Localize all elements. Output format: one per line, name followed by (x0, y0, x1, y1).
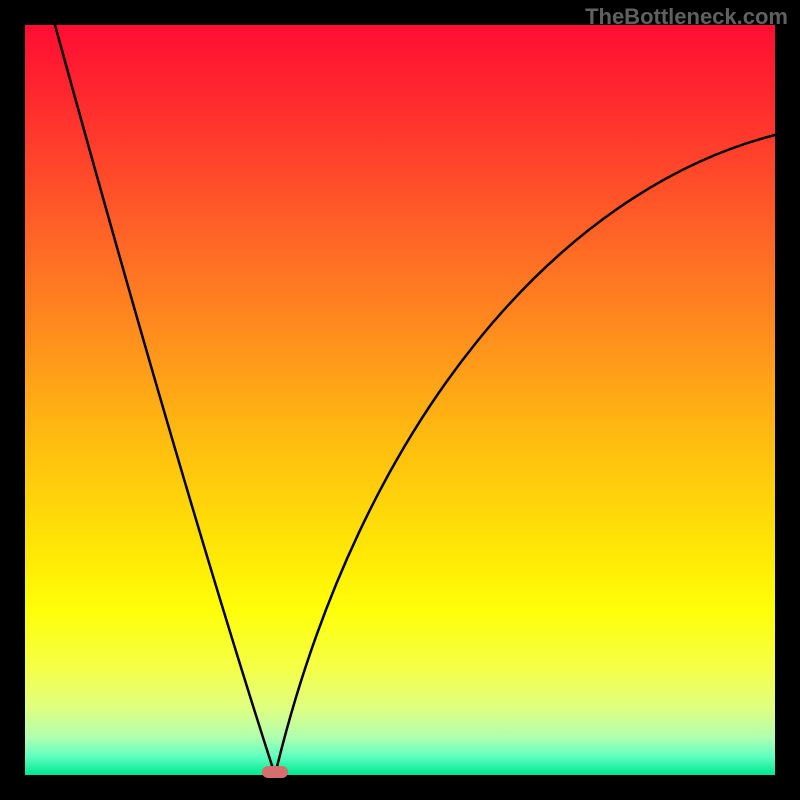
vertex-marker (262, 766, 288, 778)
chart-svg (0, 0, 800, 800)
chart-container: TheBottleneck.com (0, 0, 800, 800)
watermark-label: TheBottleneck.com (585, 4, 788, 30)
chart-background (25, 25, 775, 775)
